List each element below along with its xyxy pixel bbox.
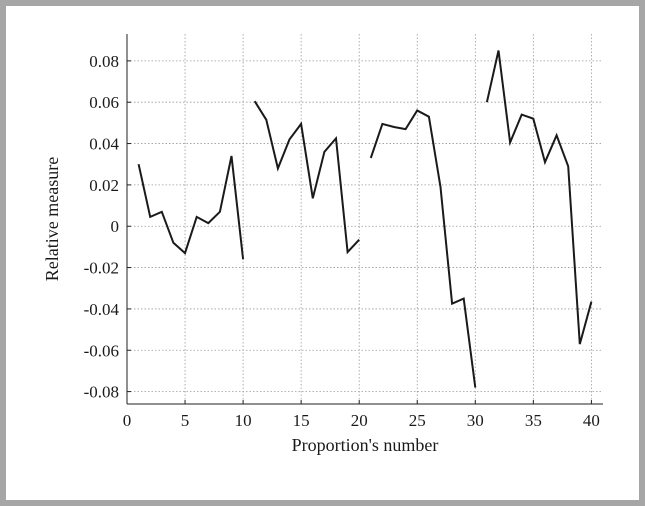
y-tick-label: 0.06 [89,93,119,112]
ticks: 0 5 10 15 20 25 30 35 40 0.08 0.06 0.04 0.02 0 -0.02 -0… [84,52,600,430]
series-line-2 [253,100,360,255]
y-tick-label: -0.06 [84,341,119,360]
y-tick-label: 0.02 [89,176,119,195]
x-tick-label: 10 [235,411,252,430]
line-chart: 0 5 10 15 20 25 30 35 40 0.08 0.06 0.04 0.02 0 -0.02 -0… [42,34,603,455]
axes [126,34,603,405]
x-axis-label: Proportion's number [292,435,439,455]
series-line-1 [137,155,245,260]
x-tick-label: 25 [409,411,426,430]
y-tick-label: 0.04 [89,135,119,154]
y-tick-label: -0.04 [84,300,120,319]
y-axis-label: Relative measure [42,157,62,281]
y-tick-label: -0.08 [84,383,119,402]
y-tick-label: 0.08 [89,52,119,71]
x-tick-label: 5 [181,411,190,430]
x-tick-label: 30 [467,411,484,430]
x-tick-label: 20 [351,411,368,430]
grid [127,34,603,404]
x-tick-label: 15 [293,411,310,430]
series-line-4 [485,50,593,345]
series-line-3 [369,109,477,388]
x-tick-label: 0 [123,411,132,430]
y-tick-label: -0.02 [84,259,119,278]
series-group [137,50,593,388]
x-tick-label: 40 [583,411,600,430]
chart-frame: 0 5 10 15 20 25 30 35 40 0.08 0.06 0.04 0.02 0 -0.02 -0… [6,6,639,500]
y-tick-label: 0 [111,217,120,236]
x-tick-label: 35 [525,411,542,430]
